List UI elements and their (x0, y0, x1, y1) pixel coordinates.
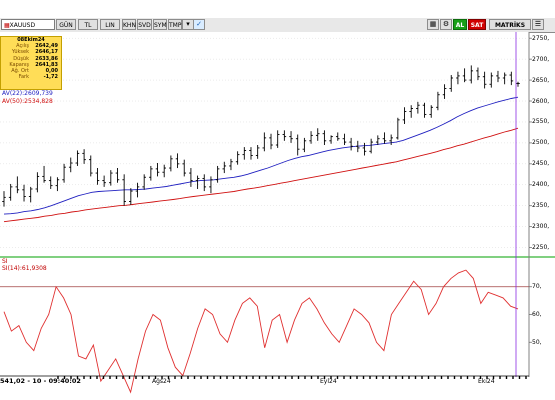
sat-button[interactable]: SAT (468, 19, 486, 30)
time-tick-label: Ekı24 (478, 378, 495, 385)
ma22-label: AV(22) (2, 90, 23, 97)
price-tick-label: 2600, (532, 97, 550, 105)
settings-icon[interactable]: ⚙ (440, 19, 452, 30)
ma22-value: :2609,739 (22, 90, 53, 97)
symbol-selector[interactable]: ▦XAUUSD (1, 19, 55, 30)
title-bar (0, 0, 555, 19)
price-tick-label: 2700, (532, 55, 550, 63)
rsi-value: :61,9308 (19, 265, 47, 272)
rsi-label: SI(14) (2, 265, 20, 272)
price-tick-label: 2350, (532, 202, 550, 210)
price-chart[interactable] (0, 32, 555, 400)
ma50-line (3, 127, 519, 223)
info-value: 2642,49 (35, 43, 58, 50)
symbol-label: XAUUSD (9, 22, 36, 29)
info-label: Kapanış (9, 61, 29, 68)
grid-icon[interactable]: ▦ (427, 19, 439, 30)
time-tick-label: Ağs24 (152, 378, 171, 385)
symbol-icon: ▦ (4, 22, 10, 29)
period-button-lin[interactable]: LIN (100, 19, 120, 30)
info-value: -1,72 (43, 74, 58, 81)
rsi-tick-label: 70, (532, 283, 542, 291)
period-button-khn[interactable]: KHN (122, 19, 136, 30)
info-label: Düşük (13, 55, 29, 62)
price-tick-label: 2400, (532, 181, 550, 189)
chart-toolbar: ▦XAUUSD GÜN TL LIN KHN SVD SYM TMP ▾ ✓ ▦… (0, 18, 555, 33)
ma50-label: AV(50) (2, 98, 23, 105)
price-tick-label: 2550, (532, 118, 550, 126)
info-label: Ağ. Ort (11, 68, 29, 75)
info-label: Fark (18, 74, 29, 81)
price-tick-label: 2300, (532, 223, 550, 231)
al-button[interactable]: AL (453, 19, 467, 30)
period-button-sym[interactable]: SYM (153, 19, 167, 30)
info-value: 0,00 (45, 68, 58, 75)
ma50-value: :2534,828 (22, 98, 53, 105)
info-date: 08Ekim24 (17, 37, 45, 43)
info-value: 2641,83 (35, 61, 58, 68)
rsi-title: SI (2, 258, 8, 265)
info-value: 2646,17 (35, 49, 58, 56)
period-button-tl[interactable]: TL (78, 19, 98, 30)
ma50-legend: AV(50):2534,828 (2, 98, 53, 106)
price-tick-label: 2250, (532, 244, 550, 252)
price-tick-label: 2650, (532, 76, 550, 84)
period-button-gun[interactable]: GÜN (56, 19, 76, 30)
matriks-button[interactable]: MATRİKS (489, 19, 531, 30)
rsi-tick-label: 60, (532, 311, 542, 318)
ohlc-info-panel: 08Ekim24 Açılış 2642,49 Yüksek 2646,17 Düş… (0, 36, 62, 90)
info-value: 2633,86 (35, 55, 58, 62)
rsi-legend: SI(14):61,9308 (2, 265, 47, 272)
info-label: Yüksek (11, 49, 29, 56)
rsi-line (3, 269, 519, 394)
cursor-timestamp: 541,02 - 10 - 09:40:02 (0, 377, 81, 385)
info-label: Açılış (16, 43, 29, 50)
ma22-line (3, 96, 519, 215)
price-tick-label: 2500, (532, 139, 550, 147)
period-button-tmp[interactable]: TMP (168, 19, 182, 30)
draw-tool-icon[interactable]: ✓ (193, 19, 205, 30)
rsi-tick-label: 50, (532, 338, 542, 346)
price-tick-label: 2450, (532, 160, 550, 168)
price-tick-label: 2750, (532, 34, 550, 42)
ma22-legend: AV(22):2609,739 (2, 90, 53, 98)
time-tick-label: Eyl24 (320, 378, 337, 385)
period-button-svd[interactable]: SVD (137, 19, 152, 30)
options-icon[interactable]: ☰ (532, 19, 544, 30)
